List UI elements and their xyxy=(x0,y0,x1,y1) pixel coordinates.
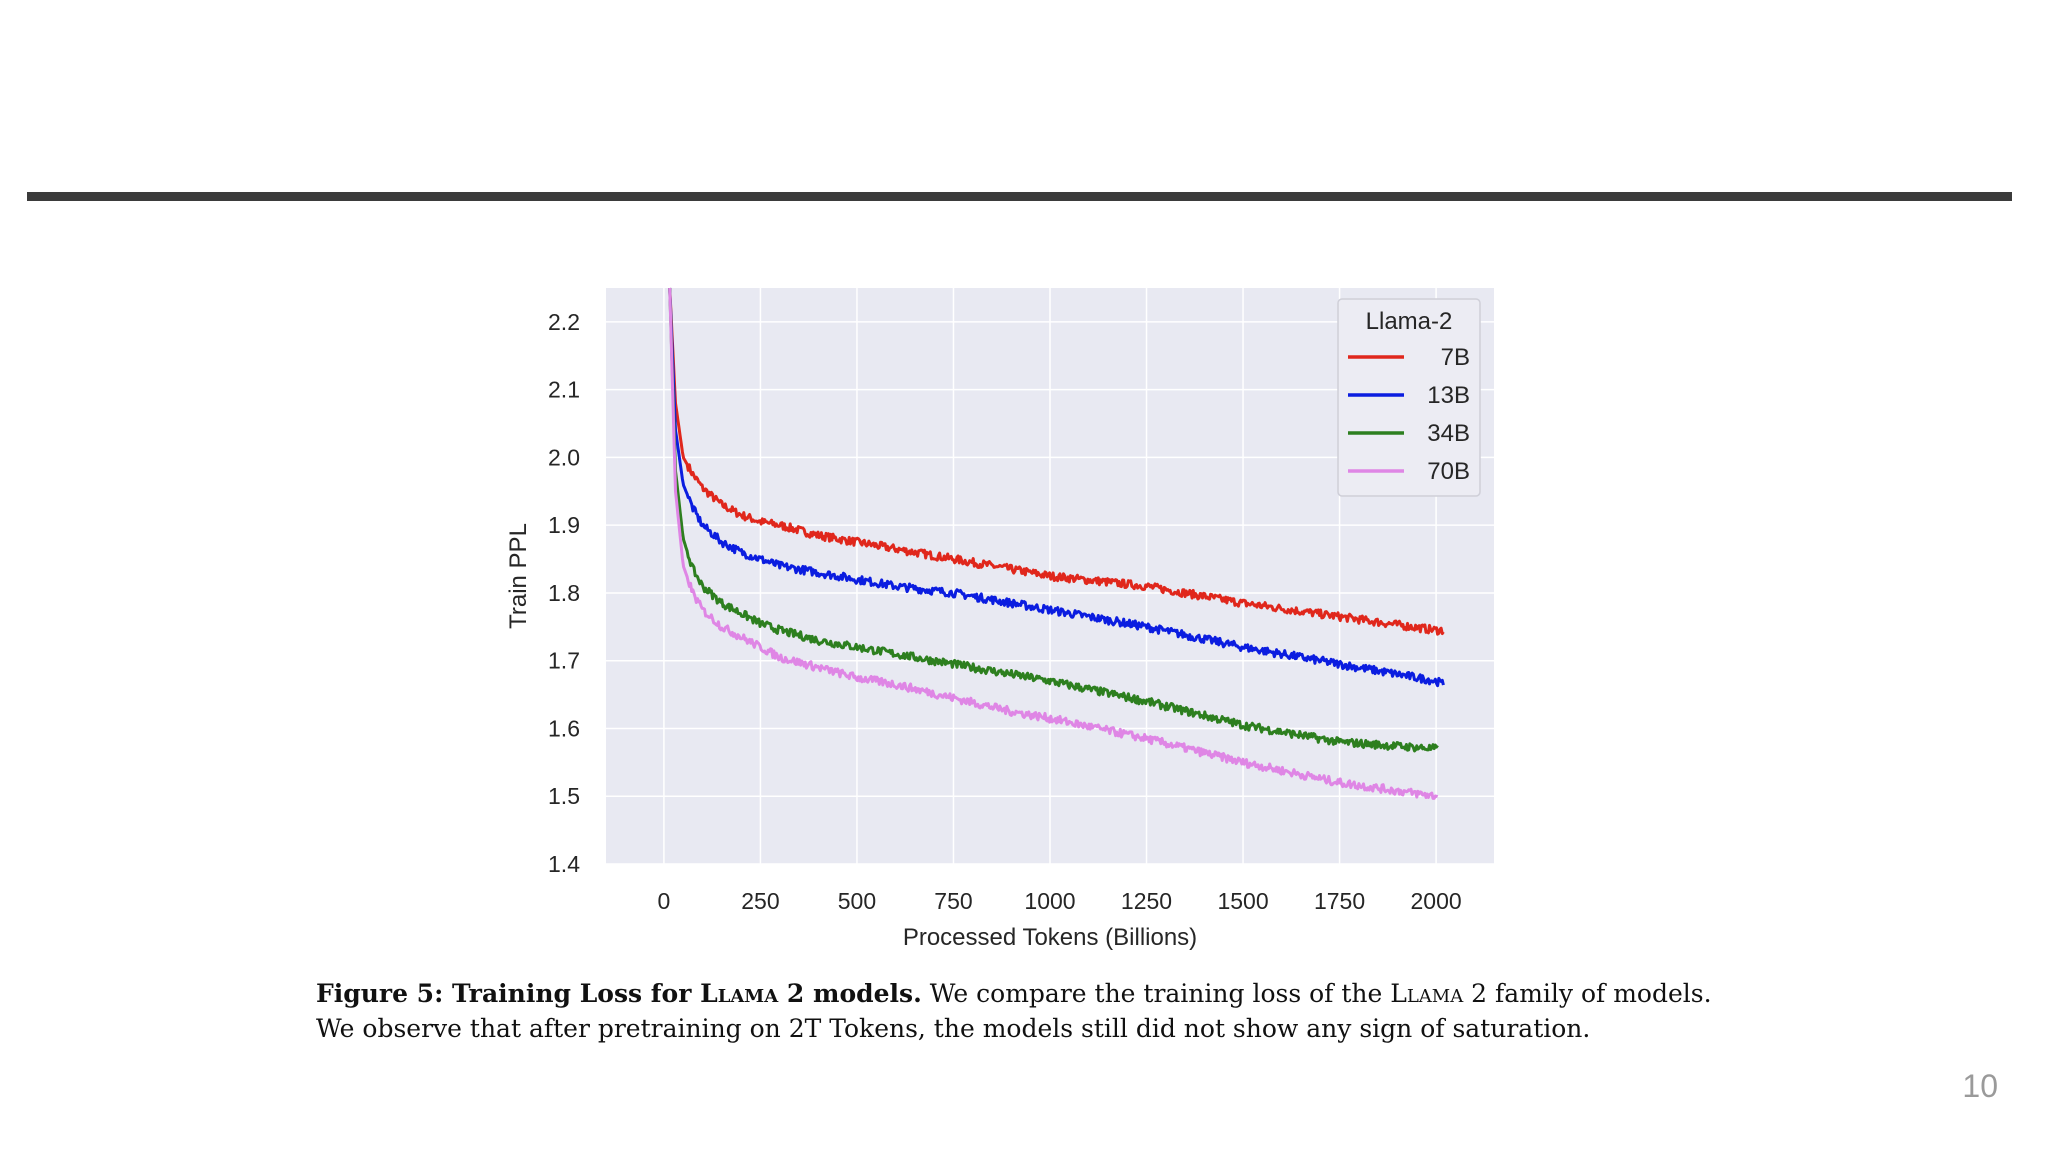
y-tick-label: 1.9 xyxy=(548,512,580,538)
legend-label-70B: 70B xyxy=(1427,458,1470,485)
figure-caption: Figure 5: Training Loss for Llama 2 mode… xyxy=(316,976,1876,1046)
caption-bold-b: models. xyxy=(804,979,922,1008)
y-tick-labels: 1.4 1.5 1.6 1.7 1.8 1.9 2.0 2.1 2.2 xyxy=(548,309,580,877)
x-tick-label: 250 xyxy=(741,888,779,914)
caption-line-1: Figure 5: Training Loss for Llama 2 mode… xyxy=(316,976,1876,1011)
caption-text-a: We compare the training loss of the xyxy=(921,979,1391,1008)
x-tick-label: 1000 xyxy=(1024,888,1075,914)
y-tick-label: 2.2 xyxy=(548,309,580,335)
legend-title: Llama-2 xyxy=(1366,308,1453,335)
y-axis-label: Train PPL xyxy=(505,523,532,629)
x-tick-label: 500 xyxy=(838,888,876,914)
legend-items: 7B 13B 34B 70B xyxy=(1348,344,1470,485)
legend-label-7B: 7B xyxy=(1441,344,1470,371)
x-tick-label: 1750 xyxy=(1314,888,1365,914)
x-tick-label: 1250 xyxy=(1121,888,1172,914)
y-tick-label: 1.5 xyxy=(548,783,580,809)
y-tick-label: 1.8 xyxy=(548,580,580,606)
series-line-7B xyxy=(668,287,1445,636)
caption-bold-a: Figure 5: Training Loss for xyxy=(316,979,701,1008)
x-tick-label: 750 xyxy=(934,888,972,914)
caption-line-2: We observe that after pretraining on 2T … xyxy=(316,1014,1591,1043)
y-tick-label: 1.4 xyxy=(548,851,580,877)
y-tick-label: 2.0 xyxy=(548,444,580,470)
top-rule xyxy=(27,192,2012,201)
caption-text-model-name: Llama 2 xyxy=(1390,979,1488,1008)
series-lines xyxy=(668,287,1445,800)
series-line-70B xyxy=(668,287,1439,800)
y-tick-label: 2.1 xyxy=(548,377,580,403)
x-axis-label: Processed Tokens (Billions) xyxy=(903,924,1197,951)
legend-box xyxy=(1337,298,1481,497)
x-tick-label: 1500 xyxy=(1217,888,1268,914)
x-tick-label: 2000 xyxy=(1411,888,1462,914)
series-line-34B xyxy=(668,287,1439,753)
caption-text-b: family of models. xyxy=(1487,979,1712,1008)
y-tick-label: 1.7 xyxy=(548,648,580,674)
legend-label-13B: 13B xyxy=(1427,382,1470,409)
page-number: 10 xyxy=(1962,1068,1998,1104)
x-tick-label: 0 xyxy=(658,888,671,914)
legend-label-34B: 34B xyxy=(1427,420,1470,447)
y-tick-label: 1.6 xyxy=(548,715,580,741)
legend: Llama-2 7B 13B 34B 70B xyxy=(1337,298,1481,497)
series-line-13B xyxy=(668,287,1445,688)
x-tick-labels: 0 250 500 750 1000 1250 1500 1750 2000 xyxy=(658,888,1462,914)
caption-bold-model-name: Llama 2 xyxy=(700,979,805,1008)
